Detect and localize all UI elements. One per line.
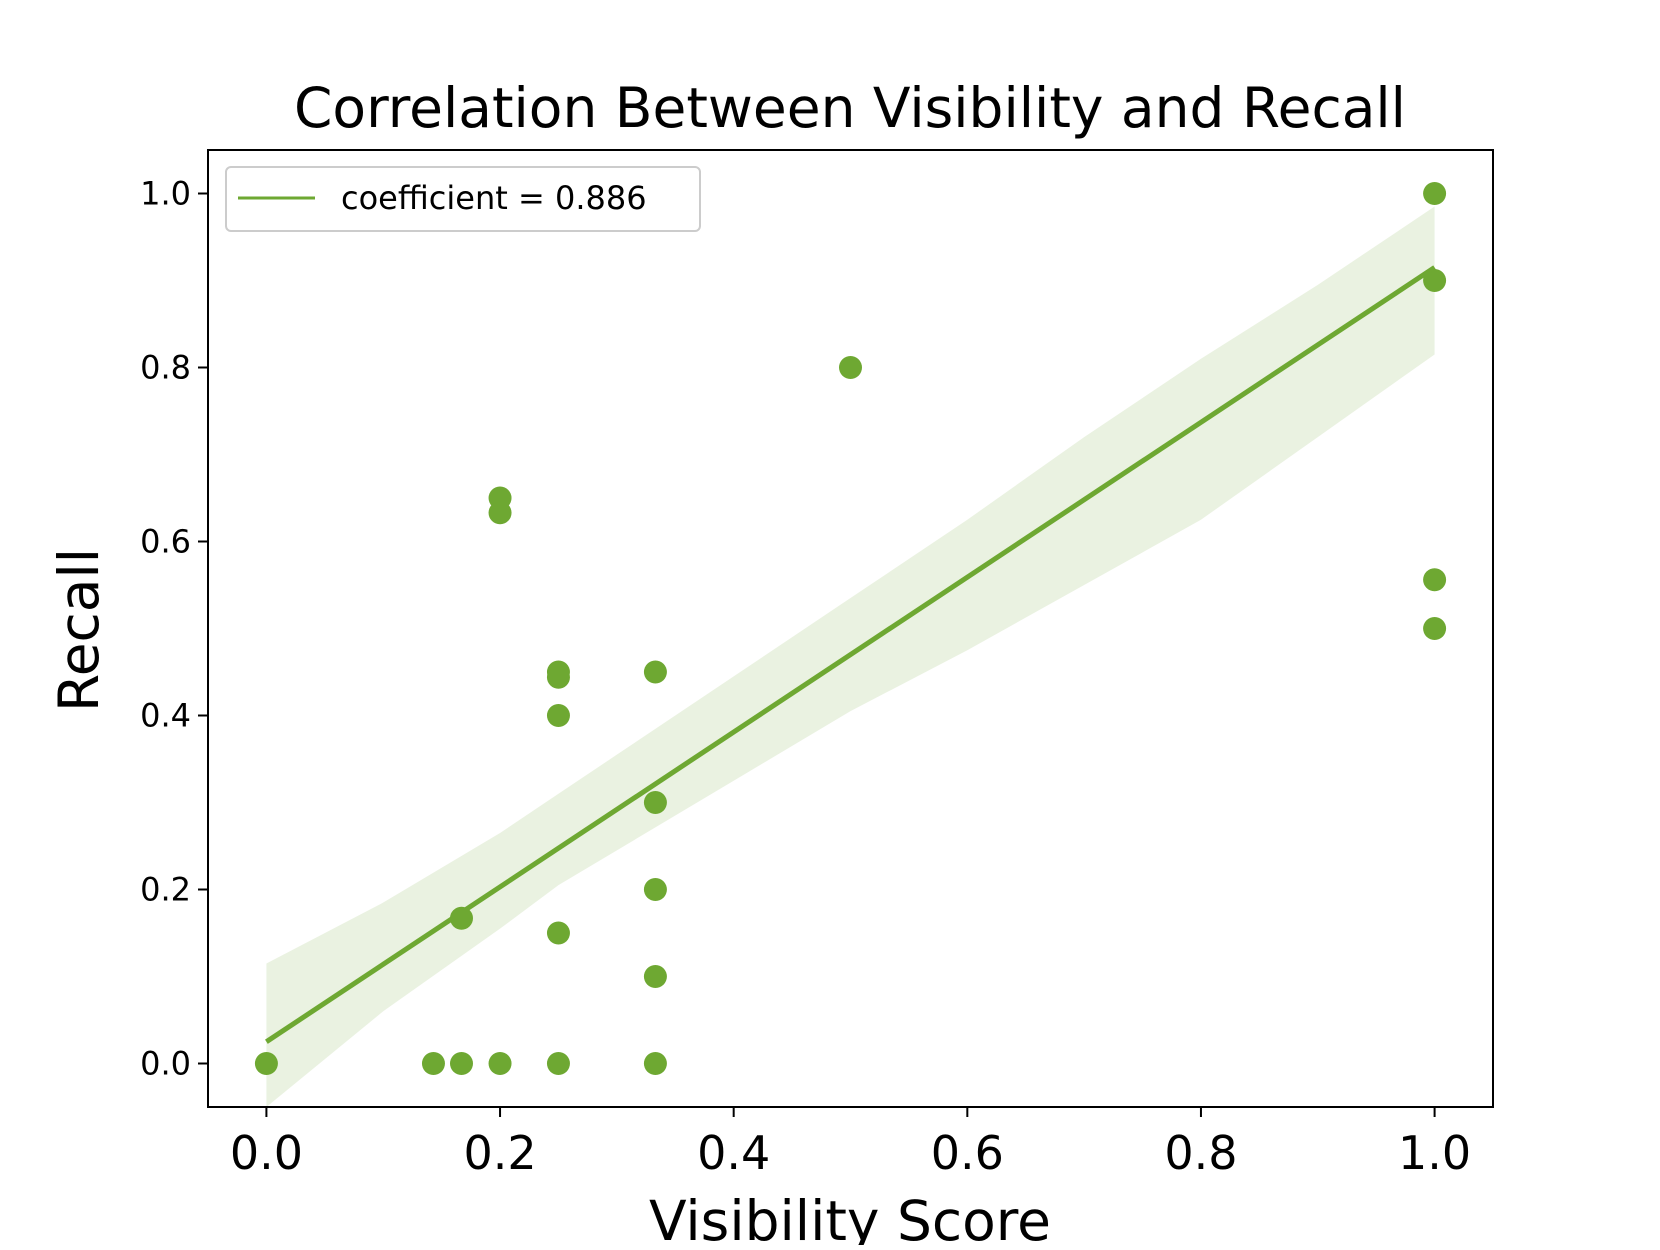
regression-line xyxy=(265,265,1436,1044)
x-axis-label: Visibility Score xyxy=(649,1189,1051,1245)
legend: coefficient = 0.886 xyxy=(225,166,701,232)
data-point xyxy=(546,921,570,945)
data-point xyxy=(1423,568,1447,592)
data-point xyxy=(1423,269,1447,292)
data-point xyxy=(546,660,570,684)
data-point xyxy=(254,1052,278,1075)
data-point xyxy=(488,1052,512,1075)
data-point xyxy=(643,660,667,684)
chart-title: Correlation Between Visibility and Recal… xyxy=(294,76,1406,140)
data-point xyxy=(449,1052,473,1075)
x-tick-label: 0.6 xyxy=(931,1126,1004,1180)
data-point xyxy=(839,356,862,379)
data-point xyxy=(1423,182,1447,205)
x-tick-label: 0.4 xyxy=(697,1126,770,1180)
x-tick-label: 1.0 xyxy=(1398,1126,1471,1180)
data-point xyxy=(1423,617,1447,640)
y-tick-label: 0.6 xyxy=(140,523,191,561)
data-point xyxy=(643,1052,667,1075)
data-point xyxy=(546,704,570,727)
x-tick-label: 0.0 xyxy=(230,1126,303,1180)
x-tick-label: 0.8 xyxy=(1164,1126,1237,1180)
data-point xyxy=(546,1052,570,1075)
legend-label: coefficient = 0.886 xyxy=(341,179,647,217)
y-axis-label: Recall xyxy=(47,548,111,712)
y-tick-label: 0.2 xyxy=(140,871,191,909)
legend-box xyxy=(225,166,701,232)
data-point xyxy=(643,965,667,988)
axes: 0.0 0.2 0.4 0.6 0.8 1.0 0.0 0.2 0.4 0.6 0.8 1.0 xyxy=(140,149,1494,1180)
data-point xyxy=(421,1052,445,1075)
data-point xyxy=(643,878,667,901)
x-tick-label: 0.2 xyxy=(463,1126,536,1180)
data-point xyxy=(643,791,667,814)
data-point xyxy=(488,486,512,510)
y-tick-label: 1.0 xyxy=(140,175,191,213)
plot-frame xyxy=(207,149,1494,1108)
plot-area xyxy=(254,182,1447,1107)
y-tick-label: 0.8 xyxy=(140,349,191,387)
y-tick-label: 0.0 xyxy=(140,1045,191,1083)
data-point xyxy=(449,906,473,930)
y-tick-label: 0.4 xyxy=(140,697,191,735)
